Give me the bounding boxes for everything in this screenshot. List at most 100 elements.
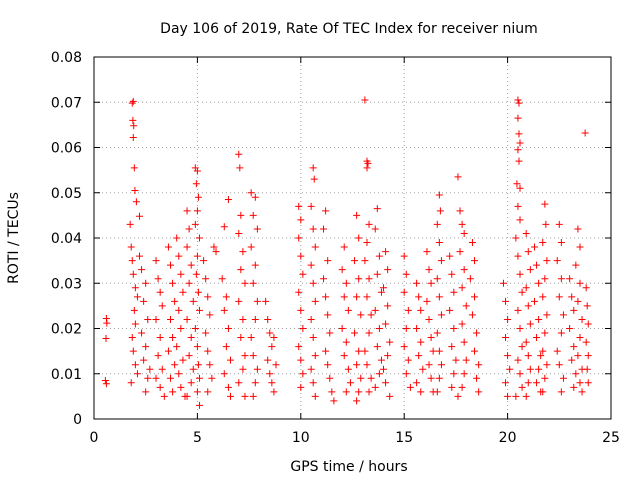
data-point bbox=[309, 379, 317, 387]
data-point bbox=[502, 297, 510, 305]
data-point bbox=[413, 279, 421, 287]
data-point bbox=[342, 388, 350, 396]
data-point bbox=[353, 211, 361, 219]
data-point bbox=[557, 275, 565, 283]
data-point bbox=[542, 220, 550, 228]
data-point bbox=[133, 370, 141, 378]
data-point bbox=[222, 343, 230, 351]
data-point bbox=[239, 365, 247, 373]
data-point bbox=[206, 361, 214, 369]
data-point bbox=[193, 388, 201, 396]
data-point bbox=[522, 284, 530, 292]
data-point bbox=[299, 325, 307, 332]
data-point bbox=[171, 361, 179, 369]
data-point bbox=[400, 252, 408, 260]
y-tick-label: 0.08 bbox=[51, 50, 82, 66]
data-point bbox=[373, 205, 381, 213]
data-point bbox=[167, 374, 175, 382]
data-point bbox=[138, 329, 146, 337]
data-point bbox=[195, 306, 203, 314]
data-point bbox=[131, 320, 139, 328]
data-point bbox=[309, 225, 317, 233]
data-point bbox=[156, 334, 164, 342]
data-point bbox=[468, 311, 476, 319]
data-point bbox=[514, 114, 522, 122]
data-point bbox=[583, 302, 591, 310]
data-point bbox=[185, 279, 193, 287]
data-point bbox=[191, 220, 199, 228]
data-point bbox=[156, 383, 164, 391]
data-point bbox=[576, 379, 584, 387]
data-point bbox=[471, 293, 479, 301]
data-point bbox=[253, 225, 261, 233]
data-point bbox=[373, 270, 381, 278]
data-point bbox=[365, 329, 373, 337]
data-point bbox=[311, 352, 319, 360]
data-point bbox=[436, 207, 444, 215]
data-point bbox=[514, 356, 522, 364]
data-point bbox=[187, 379, 195, 387]
data-point bbox=[101, 377, 109, 385]
data-point bbox=[195, 401, 203, 409]
data-point bbox=[555, 220, 563, 228]
data-point bbox=[475, 388, 483, 396]
data-point bbox=[236, 164, 244, 172]
data-point bbox=[380, 284, 388, 292]
data-point bbox=[524, 248, 532, 256]
data-point bbox=[194, 361, 202, 369]
data-point bbox=[175, 370, 183, 378]
data-point bbox=[371, 306, 379, 314]
data-point bbox=[574, 352, 582, 360]
data-point bbox=[533, 334, 541, 342]
data-point bbox=[130, 306, 138, 314]
data-point bbox=[518, 383, 526, 391]
data-point bbox=[574, 225, 582, 233]
data-point bbox=[210, 243, 218, 251]
data-point bbox=[169, 388, 177, 396]
data-point bbox=[578, 315, 586, 323]
data-point bbox=[357, 374, 365, 382]
data-point bbox=[557, 388, 565, 396]
data-point bbox=[433, 220, 441, 228]
data-point bbox=[239, 248, 247, 256]
data-point bbox=[576, 334, 584, 342]
data-point bbox=[361, 257, 369, 265]
data-point bbox=[475, 361, 483, 369]
data-point bbox=[543, 257, 551, 265]
data-point bbox=[386, 392, 394, 400]
data-point bbox=[555, 361, 563, 369]
data-point bbox=[384, 302, 392, 310]
data-point bbox=[530, 243, 538, 251]
data-point bbox=[158, 365, 166, 373]
data-point bbox=[526, 320, 534, 328]
data-point bbox=[557, 329, 565, 337]
y-tick-label: 0.06 bbox=[51, 141, 82, 157]
data-point bbox=[146, 365, 154, 373]
data-point bbox=[264, 315, 272, 323]
data-point bbox=[183, 243, 191, 251]
y-tick-labels: 0 0.01 0.02 0.03 0.04 0.05 0.06 0.07 0.08 bbox=[51, 50, 82, 428]
x-tick-label: 10 bbox=[292, 430, 310, 446]
data-point bbox=[406, 383, 414, 391]
data-point bbox=[377, 356, 385, 364]
data-point bbox=[361, 347, 369, 355]
data-point bbox=[239, 315, 247, 323]
data-point bbox=[128, 257, 136, 265]
data-point bbox=[193, 343, 201, 351]
data-point bbox=[185, 352, 193, 360]
data-point bbox=[450, 325, 458, 332]
data-point bbox=[404, 356, 412, 364]
data-point bbox=[127, 243, 135, 251]
data-point bbox=[167, 261, 175, 269]
data-point bbox=[541, 275, 549, 283]
data-point bbox=[142, 343, 150, 351]
data-point bbox=[413, 379, 421, 387]
data-point bbox=[371, 225, 379, 233]
data-point bbox=[435, 293, 443, 301]
data-point bbox=[576, 279, 584, 287]
data-point bbox=[249, 352, 257, 360]
data-point bbox=[450, 288, 458, 296]
data-point bbox=[206, 311, 214, 319]
data-point bbox=[160, 392, 168, 400]
data-point bbox=[355, 347, 363, 355]
